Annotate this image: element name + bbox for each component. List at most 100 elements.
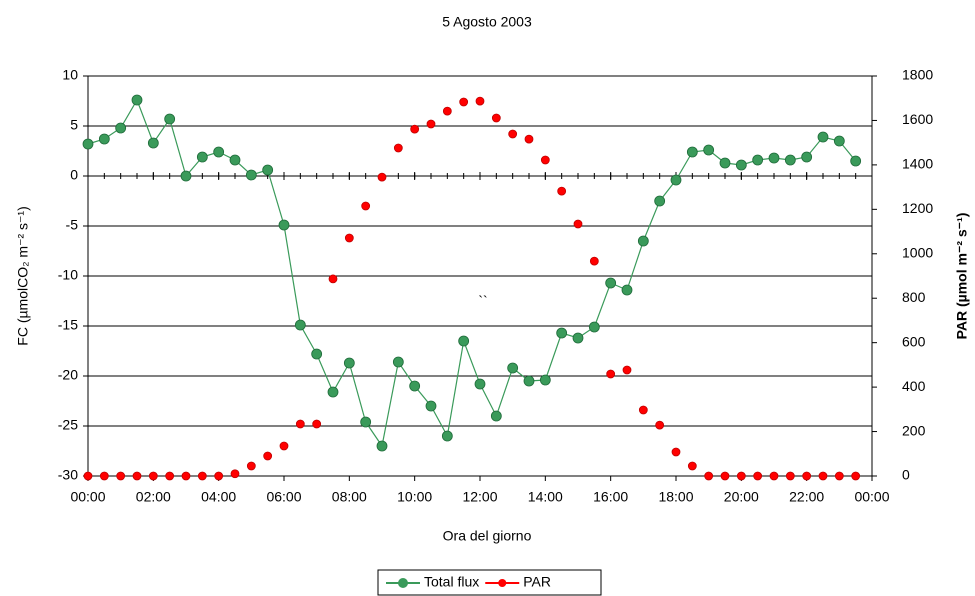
data-point — [850, 155, 862, 167]
data-point — [360, 416, 372, 428]
data-point — [524, 134, 534, 144]
data-point — [785, 471, 795, 481]
x-tick-label: 12:00 — [462, 489, 497, 505]
data-point — [818, 471, 828, 481]
data-point — [392, 356, 404, 368]
data-point — [540, 155, 550, 165]
data-point — [475, 96, 485, 106]
data-point — [523, 375, 535, 387]
y2-axis-label: PAR (µmol m⁻² s⁻¹) — [954, 213, 970, 340]
data-point — [311, 348, 323, 360]
data-point — [327, 386, 339, 398]
data-point — [229, 154, 241, 166]
data-point — [736, 471, 746, 481]
y2-tick-label: 400 — [902, 378, 926, 394]
data-point — [817, 131, 829, 143]
data-point — [312, 419, 322, 429]
y2-tick-label: 1000 — [902, 244, 933, 260]
data-point — [686, 146, 698, 158]
y-tick-label: -20 — [58, 367, 78, 383]
y-tick-label: 0 — [70, 167, 78, 183]
y-tick-label: -30 — [58, 467, 78, 483]
data-point — [507, 362, 519, 374]
x-tick-label: 10:00 — [397, 489, 432, 505]
data-point — [131, 94, 143, 106]
x-tick-label: 04:00 — [201, 489, 236, 505]
data-point — [165, 471, 175, 481]
data-point — [83, 471, 93, 481]
data-point — [99, 471, 109, 481]
y2-tick-label: 1800 — [902, 67, 933, 83]
data-point — [245, 169, 257, 181]
data-point — [230, 469, 240, 479]
y-tick-label: -25 — [58, 417, 78, 433]
data-point — [295, 419, 305, 429]
data-point — [377, 172, 387, 182]
data-point — [638, 405, 648, 415]
data-point — [606, 369, 616, 379]
data-point — [654, 195, 666, 207]
data-point — [670, 174, 682, 186]
data-point — [459, 97, 469, 107]
legend-marker — [498, 579, 507, 587]
data-point — [442, 106, 452, 116]
data-point — [572, 332, 584, 344]
x-tick-label: 00:00 — [70, 489, 105, 505]
data-point — [344, 233, 354, 243]
x-tick-label: 18:00 — [658, 489, 693, 505]
data-point — [768, 152, 780, 164]
data-point — [328, 274, 338, 284]
data-point — [262, 164, 274, 176]
data-point — [196, 151, 208, 163]
data-point — [557, 186, 567, 196]
data-point — [769, 471, 779, 481]
data-point — [833, 135, 845, 147]
x-tick-label: 16:00 — [593, 489, 628, 505]
data-point — [588, 321, 600, 333]
data-point — [622, 365, 632, 375]
data-point — [458, 335, 470, 347]
data-point — [851, 471, 861, 481]
y-axis-label: FC (µmolCO₂ m⁻² s⁻¹) — [15, 206, 31, 345]
x-axis-label: Ora del giorno — [443, 528, 532, 544]
data-point — [410, 124, 420, 134]
legend-label: PAR — [523, 574, 551, 590]
data-point — [491, 113, 501, 123]
data-point — [147, 137, 159, 149]
data-point — [441, 430, 453, 442]
data-point — [490, 410, 502, 422]
data-point — [361, 201, 371, 211]
data-point — [263, 451, 273, 461]
y-tick-label: -10 — [58, 267, 78, 283]
data-point — [719, 157, 731, 169]
data-point — [474, 378, 486, 390]
data-point — [784, 154, 796, 166]
data-point — [655, 420, 665, 430]
x-tick-label: 20:00 — [724, 489, 759, 505]
data-point — [181, 471, 191, 481]
annotation: `` — [478, 293, 487, 309]
y-tick-label: 10 — [62, 67, 78, 83]
data-point — [132, 471, 142, 481]
data-point — [637, 235, 649, 247]
y2-tick-label: 800 — [902, 289, 926, 305]
data-point — [279, 441, 289, 451]
y2-tick-label: 1400 — [902, 156, 933, 172]
data-point — [148, 471, 158, 481]
data-point — [393, 143, 403, 153]
data-point — [197, 471, 207, 481]
y-tick-label: -15 — [58, 317, 78, 333]
data-point — [801, 151, 813, 163]
data-point — [735, 159, 747, 171]
x-tick-label: 02:00 — [136, 489, 171, 505]
data-point — [752, 154, 764, 166]
data-point — [343, 357, 355, 369]
legend-marker — [398, 578, 408, 588]
data-point — [621, 284, 633, 296]
data-point — [278, 219, 290, 231]
x-tick-label: 06:00 — [266, 489, 301, 505]
data-point — [671, 447, 681, 457]
x-tick-label: 08:00 — [332, 489, 367, 505]
data-point — [802, 471, 812, 481]
